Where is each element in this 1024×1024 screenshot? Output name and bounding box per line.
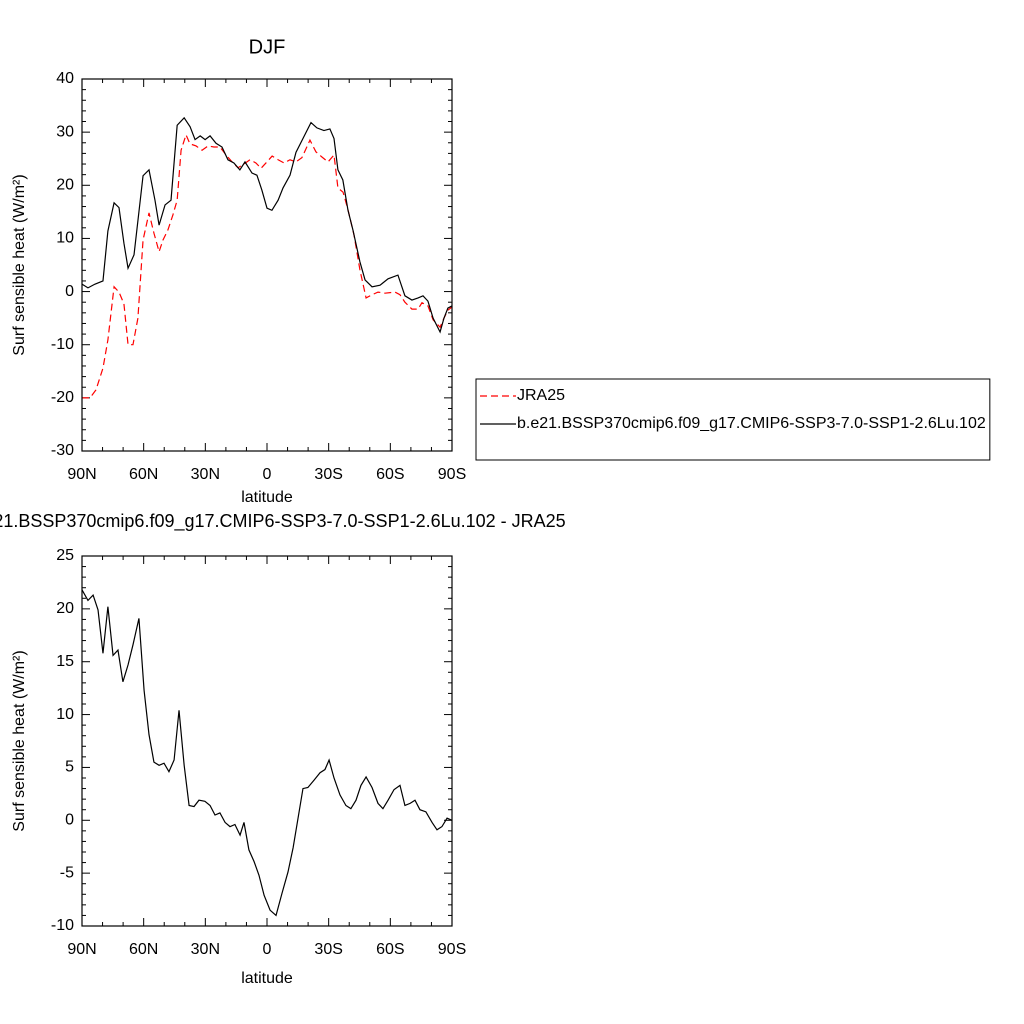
chart-title: DJF: [249, 36, 286, 58]
x-axis-label: latitude: [241, 970, 293, 987]
legend-label: b.e21.BSSP370cmip6.f09_g17.CMIP6-SSP3-7.…: [517, 415, 986, 432]
plot-frame: [81, 78, 453, 452]
y-tick-label: -10: [51, 917, 74, 934]
legend-box: [475, 378, 991, 461]
x-tick-label: 90N: [67, 466, 96, 483]
x-tick-label: 30S: [314, 466, 342, 483]
y-tick-label: 15: [56, 653, 74, 670]
y-tick-label: 0: [65, 283, 74, 300]
y-tick-label: 10: [56, 230, 74, 247]
y-tick-label: 25: [56, 547, 74, 564]
y-tick-label: 30: [56, 123, 74, 140]
y-tick-label: 20: [56, 177, 74, 194]
y-axis-label: Surf sensible heat (W/m²): [11, 174, 28, 355]
y-tick-label: 10: [56, 706, 74, 723]
data-line: [81, 589, 453, 917]
y-tick-label: -5: [60, 864, 74, 881]
x-tick-label: 60S: [376, 941, 404, 958]
data-line: [82, 133, 453, 399]
legend-label: JRA25: [517, 387, 565, 404]
x-axis-label: latitude: [241, 489, 293, 506]
x-tick-label: 60S: [376, 466, 404, 483]
x-tick-label: 0: [263, 941, 272, 958]
chart-title: b.e21.BSSP370cmip6.f09_g17.CMIP6-SSP3-7.…: [0, 511, 566, 532]
x-tick-label: 90S: [438, 941, 466, 958]
x-tick-label: 90S: [438, 466, 466, 483]
x-tick-label: 30N: [191, 466, 220, 483]
y-tick-label: 40: [56, 70, 74, 87]
y-tick-label: 20: [56, 600, 74, 617]
y-tick-label: -20: [51, 389, 74, 406]
data-line: [81, 116, 453, 334]
x-tick-label: 30S: [314, 941, 342, 958]
x-tick-label: 60N: [129, 941, 158, 958]
y-tick-label: -30: [51, 442, 74, 459]
x-tick-label: 30N: [191, 941, 220, 958]
x-tick-label: 90N: [67, 941, 96, 958]
x-tick-label: 0: [263, 466, 272, 483]
y-tick-label: -10: [51, 336, 74, 353]
y-tick-label: 5: [65, 759, 74, 776]
y-tick-label: 0: [65, 812, 74, 829]
plot-frame: [81, 555, 453, 927]
y-axis-label: Surf sensible heat (W/m²): [11, 650, 28, 831]
x-tick-label: 60N: [129, 466, 158, 483]
